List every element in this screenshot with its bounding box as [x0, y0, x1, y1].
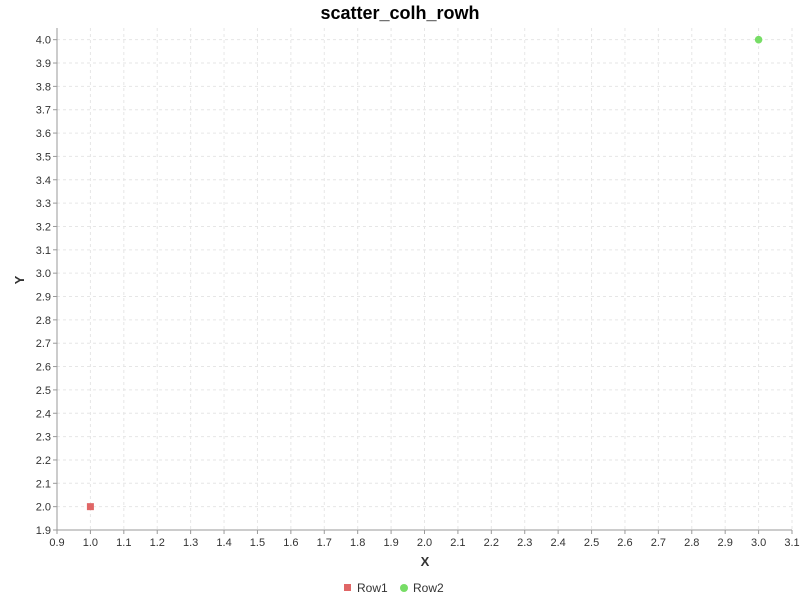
- y-tick-label: 3.1: [36, 245, 51, 257]
- y-tick-label: 4.0: [36, 35, 51, 47]
- x-tick-label: 1.3: [183, 537, 198, 549]
- x-tick-label: 2.3: [517, 537, 532, 549]
- x-axis-label: X: [421, 554, 430, 569]
- legend-swatch-row2: [400, 584, 408, 592]
- data-points: [86, 35, 763, 511]
- y-tick-label: 2.9: [36, 292, 51, 304]
- x-tick-label: 2.2: [484, 537, 499, 549]
- y-tick-label: 2.0: [36, 502, 51, 514]
- y-tick-label: 3.3: [36, 198, 51, 210]
- y-tick-label: 3.6: [36, 128, 51, 140]
- x-tick-label: 1.5: [250, 537, 265, 549]
- grid: [56, 28, 793, 531]
- y-tick-label: 3.9: [36, 58, 51, 70]
- y-tick-label: 1.9: [36, 525, 51, 537]
- y-tick-label: 3.2: [36, 221, 51, 233]
- data-point-row2: [754, 35, 763, 44]
- y-axis-label: Y: [12, 275, 27, 284]
- y-tick-label: 2.7: [36, 338, 51, 350]
- x-tick-label: 2.9: [718, 537, 733, 549]
- x-tick-label: 1.0: [83, 537, 98, 549]
- x-tick-label: 1.8: [350, 537, 365, 549]
- y-tick-label: 2.3: [36, 432, 51, 444]
- y-tick-label: 2.6: [36, 362, 51, 374]
- y-tick-label: 2.1: [36, 478, 51, 490]
- legend-label-row2: Row2: [413, 581, 444, 595]
- y-tick-label: 2.8: [36, 315, 51, 327]
- x-axis-ticks: 0.9 1.0 1.1 1.2 1.3 1.4 1.5 1.6 1.7 1.8 1.9 2.0 2.1 2…: [49, 530, 800, 549]
- x-tick-label: 1.4: [216, 537, 231, 549]
- x-tick-label: 1.7: [317, 537, 332, 549]
- x-tick-label: 1.9: [383, 537, 398, 549]
- y-tick-label: 2.2: [36, 455, 51, 467]
- x-tick-label: 2.8: [684, 537, 699, 549]
- data-point-row1: [86, 503, 94, 511]
- legend-swatch-row1: [344, 584, 351, 591]
- x-tick-label: 3.0: [751, 537, 766, 549]
- x-tick-label: 2.1: [450, 537, 465, 549]
- x-tick-label: 2.0: [417, 537, 432, 549]
- y-tick-label: 3.0: [36, 268, 51, 280]
- x-tick-label: 2.4: [550, 537, 565, 549]
- x-tick-label: 2.7: [651, 537, 666, 549]
- y-axis-ticks: 1.9 2.0 2.1 2.2 2.3 2.4 2.5 2.6 2.7 2.8 2.9 3.0 3.1 3…: [36, 35, 57, 537]
- y-tick-label: 3.5: [36, 151, 51, 163]
- legend: Row1 Row2: [344, 581, 444, 595]
- legend-label-row1: Row1: [357, 581, 388, 595]
- y-tick-label: 2.5: [36, 385, 51, 397]
- y-tick-label: 2.4: [36, 408, 51, 420]
- x-tick-label: 1.6: [283, 537, 298, 549]
- y-tick-label: 3.4: [36, 175, 51, 187]
- y-tick-label: 3.8: [36, 81, 51, 93]
- x-tick-label: 1.1: [116, 537, 131, 549]
- x-tick-label: 0.9: [49, 537, 64, 549]
- x-tick-label: 2.6: [617, 537, 632, 549]
- chart-title: scatter_colh_rowh: [320, 3, 479, 23]
- x-tick-label: 3.1: [784, 537, 799, 549]
- x-tick-label: 2.5: [584, 537, 599, 549]
- y-tick-label: 3.7: [36, 105, 51, 117]
- x-tick-label: 1.2: [150, 537, 165, 549]
